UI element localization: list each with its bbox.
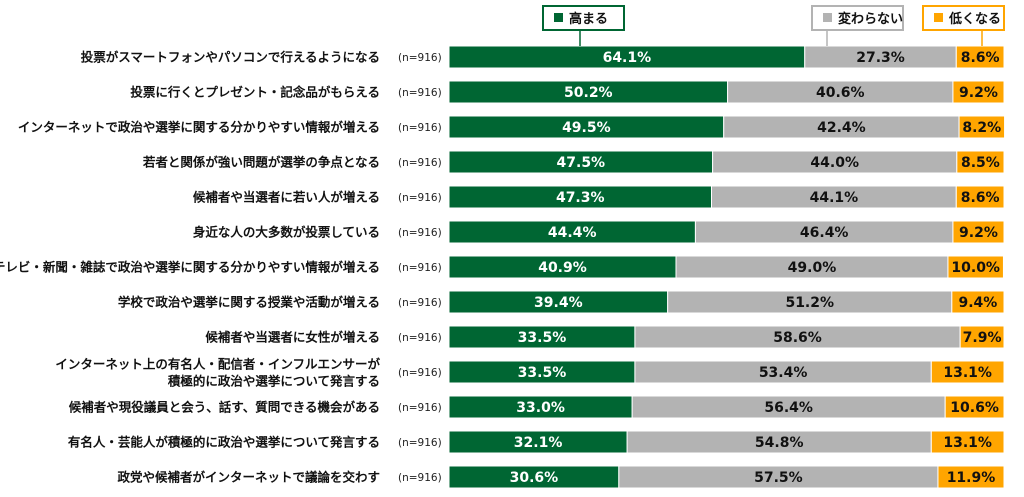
data-label: 33.0% [516, 400, 565, 416]
legend-label: 低くなる [948, 11, 1001, 27]
category-label: 候補者や現役議員と会う、話す、質問できる機会がある [69, 400, 380, 415]
data-label: 57.5% [754, 470, 803, 486]
data-label: 51.2% [785, 295, 834, 311]
category-label: 投票がスマートフォンやパソコンで行えるようになる [81, 50, 380, 65]
data-label: 44.0% [810, 155, 859, 171]
sample-size-label: (n=916) [398, 332, 442, 344]
legend-swatch [554, 13, 563, 22]
data-label: 13.1% [943, 365, 992, 381]
data-label: 9.4% [959, 295, 998, 311]
category-label: インターネット上の有名人・配信者・インフルエンサーが [55, 357, 380, 372]
sample-size-label: (n=916) [398, 192, 442, 204]
data-label: 40.9% [538, 260, 587, 276]
data-label: 7.9% [963, 330, 1002, 346]
sample-size-label: (n=916) [398, 402, 442, 414]
legend-swatch [934, 13, 943, 22]
legend-label: 高まる [569, 11, 608, 27]
bar-segment [952, 80, 1005, 104]
data-label: 8.2% [962, 120, 1001, 136]
category-label: 有名人・芸能人が積極的に政治や選挙について発言する [68, 435, 380, 450]
bar-segment [955, 185, 1005, 209]
data-label: 44.4% [548, 225, 597, 241]
data-label: 53.4% [759, 365, 808, 381]
category-label: インターネットで政治や選挙に関する分かりやすい情報が増える [18, 120, 380, 135]
data-label: 11.9% [947, 470, 996, 486]
category-label: 若者と関係が強い問題が選挙の争点となる [142, 155, 380, 170]
category-label: 候補者や当選者に女性が増える [205, 330, 380, 345]
data-label: 8.6% [961, 50, 1000, 66]
data-label: 9.2% [959, 225, 998, 241]
data-label: 9.2% [959, 85, 998, 101]
data-label: 64.1% [603, 50, 652, 66]
data-label: 46.4% [800, 225, 849, 241]
category-label: 候補者や当選者に若い人が増える [193, 190, 380, 205]
sample-size-label: (n=916) [398, 52, 442, 64]
bar-segment [930, 430, 1005, 454]
data-label: 49.0% [788, 260, 837, 276]
bar-segment [944, 395, 1005, 419]
data-label: 10.6% [950, 400, 999, 416]
category-label: 政党や候補者がインターネットで議論を交わす [117, 470, 380, 485]
data-label: 50.2% [564, 85, 613, 101]
data-label: 8.5% [961, 155, 1000, 171]
data-label: 42.4% [817, 120, 866, 136]
sample-size-label: (n=916) [398, 122, 442, 134]
data-label: 54.8% [755, 435, 804, 451]
data-label: 47.5% [557, 155, 606, 171]
bar-segment [952, 220, 1005, 244]
bar-segment [937, 465, 1005, 489]
data-label: 47.3% [556, 190, 605, 206]
bar-segment [955, 45, 1005, 69]
sample-size-label: (n=916) [398, 262, 442, 274]
data-label: 33.5% [518, 365, 567, 381]
data-label: 13.1% [943, 435, 992, 451]
sample-size-label: (n=916) [398, 297, 442, 309]
data-label: 30.6% [510, 470, 559, 486]
data-label: 33.5% [518, 330, 567, 346]
category-label: テレビ・新聞・雑誌で政治や選挙に関する分かりやすい情報が増える [0, 260, 380, 275]
bar-segment [947, 255, 1004, 279]
data-label: 10.0% [951, 260, 1000, 276]
data-label: 40.6% [816, 85, 865, 101]
bar-segment [930, 360, 1005, 384]
data-label: 44.1% [810, 190, 859, 206]
legend-label: 変わらない [838, 11, 903, 27]
sample-size-label: (n=916) [398, 157, 442, 169]
category-label: 投票に行くとプレゼント・記念品がもらえる [130, 85, 380, 100]
data-label: 58.6% [773, 330, 822, 346]
sample-size-label: (n=916) [398, 367, 442, 379]
bar-segment [959, 325, 1005, 349]
data-label: 32.1% [514, 435, 563, 451]
data-label: 8.6% [961, 190, 1000, 206]
bar-segment [956, 150, 1005, 174]
data-label: 39.4% [534, 295, 583, 311]
sample-size-label: (n=916) [398, 87, 442, 99]
category-label: 積極的に政治や選挙について発言する [167, 374, 380, 389]
category-label: 学校で政治や選挙に関する授業や活動が増える [118, 295, 380, 310]
sample-size-label: (n=916) [398, 472, 442, 484]
data-label: 27.3% [856, 50, 905, 66]
data-label: 56.4% [764, 400, 813, 416]
data-label: 49.5% [562, 120, 611, 136]
bar-segment [951, 290, 1005, 314]
category-label: 身近な人の大多数が投票している [193, 225, 380, 240]
sample-size-label: (n=916) [398, 227, 442, 239]
sample-size-label: (n=916) [398, 437, 442, 449]
legend-swatch [823, 13, 832, 22]
bar-segment [958, 115, 1006, 139]
